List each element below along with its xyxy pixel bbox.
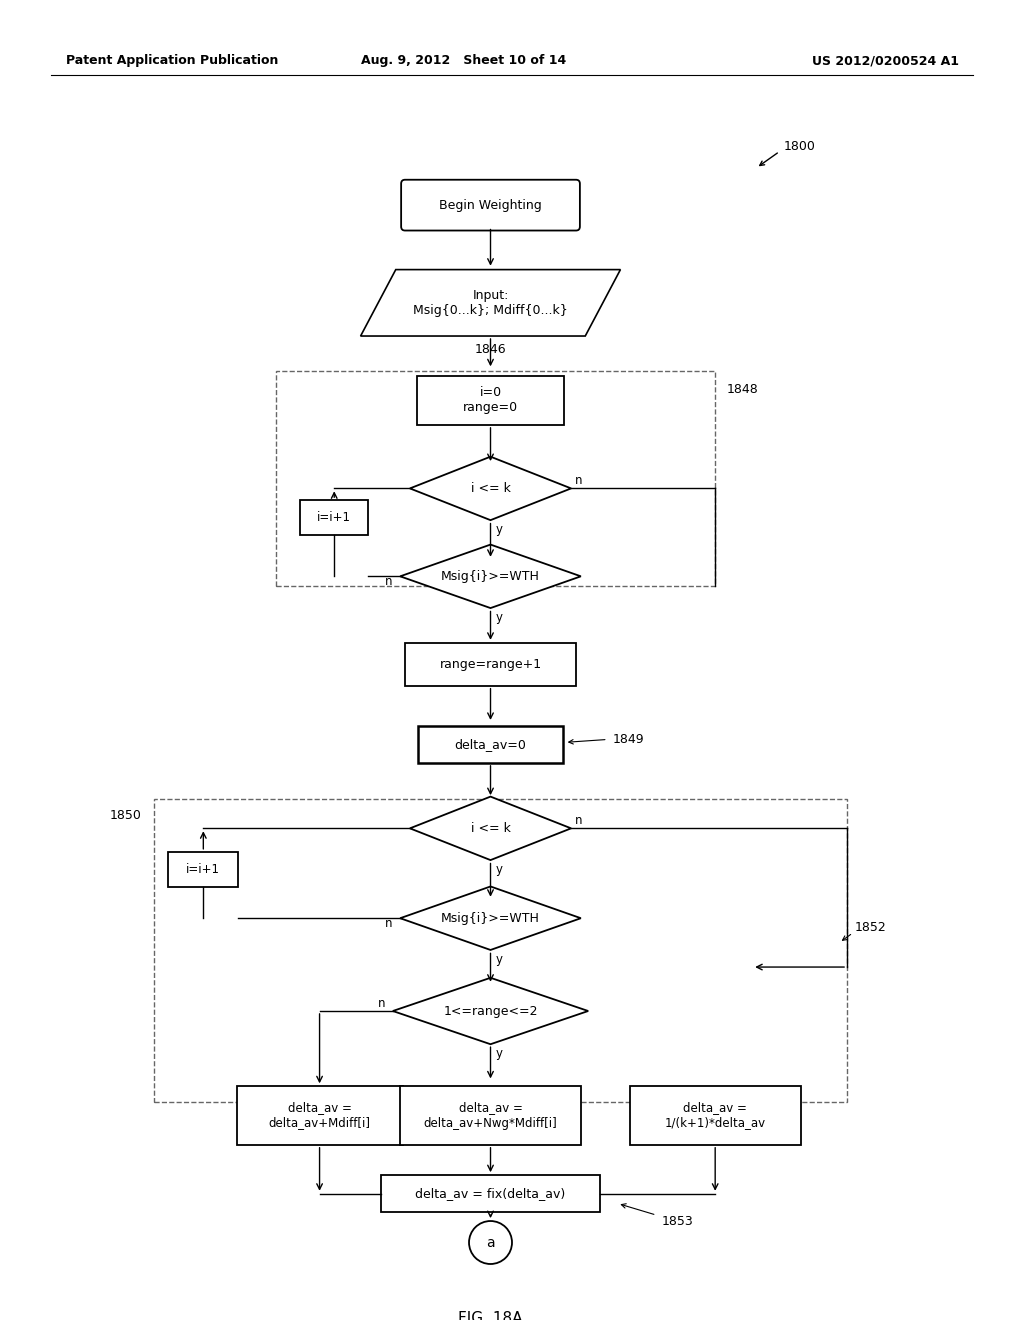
Bar: [300, 500, 369, 536]
Text: a: a: [486, 1236, 495, 1250]
Text: n: n: [385, 916, 393, 929]
FancyBboxPatch shape: [401, 180, 580, 231]
Text: delta_av=0: delta_av=0: [455, 738, 526, 751]
Bar: [418, 726, 563, 763]
Text: Begin Weighting: Begin Weighting: [439, 198, 542, 211]
Text: y: y: [496, 863, 503, 876]
Bar: [406, 643, 575, 685]
Text: Input:
Msig{0...k}; Mdiff{0...k}: Input: Msig{0...k}; Mdiff{0...k}: [413, 289, 568, 317]
Text: 1848: 1848: [727, 383, 759, 396]
Circle shape: [469, 1221, 512, 1265]
Text: delta_av =
1/(k+1)*delta_av: delta_av = 1/(k+1)*delta_av: [665, 1101, 766, 1130]
Text: 1853: 1853: [662, 1214, 693, 1228]
Bar: [417, 376, 564, 425]
Polygon shape: [410, 457, 571, 520]
Text: y: y: [496, 1048, 503, 1060]
Text: FIG. 18A: FIG. 18A: [459, 1311, 523, 1320]
Text: Patent Application Publication: Patent Application Publication: [66, 54, 278, 67]
Polygon shape: [400, 887, 581, 950]
Text: y: y: [496, 523, 503, 536]
Bar: [381, 1175, 600, 1212]
Bar: [168, 851, 239, 887]
Text: n: n: [574, 814, 582, 828]
Polygon shape: [400, 545, 581, 609]
Text: Msig{i}>=WTH: Msig{i}>=WTH: [441, 570, 540, 583]
Text: i=i+1: i=i+1: [186, 863, 220, 876]
Bar: [275, 371, 715, 586]
Text: y: y: [496, 611, 503, 624]
Text: 1<=range<=2: 1<=range<=2: [443, 1005, 538, 1018]
Text: i <= k: i <= k: [471, 482, 510, 495]
Text: 1800: 1800: [783, 140, 815, 153]
Text: i=0
range=0: i=0 range=0: [463, 387, 518, 414]
Bar: [154, 799, 847, 1102]
Text: i=i+1: i=i+1: [317, 511, 351, 524]
Bar: [630, 1086, 801, 1144]
Text: n: n: [378, 997, 385, 1010]
Text: 1846: 1846: [475, 343, 506, 356]
Text: 1852: 1852: [855, 921, 887, 935]
Text: y: y: [496, 953, 503, 966]
Text: n: n: [574, 474, 582, 487]
Text: n: n: [385, 574, 393, 587]
Bar: [237, 1086, 402, 1144]
Text: range=range+1: range=range+1: [439, 657, 542, 671]
Text: delta_av =
delta_av+Mdiff[i]: delta_av = delta_av+Mdiff[i]: [268, 1101, 371, 1130]
Text: Aug. 9, 2012   Sheet 10 of 14: Aug. 9, 2012 Sheet 10 of 14: [360, 54, 566, 67]
Text: US 2012/0200524 A1: US 2012/0200524 A1: [812, 54, 959, 67]
Polygon shape: [410, 796, 571, 861]
Polygon shape: [360, 269, 621, 337]
Text: Msig{i}>=WTH: Msig{i}>=WTH: [441, 912, 540, 925]
Polygon shape: [393, 978, 588, 1044]
Text: delta_av =
delta_av+Nwg*Mdiff[i]: delta_av = delta_av+Nwg*Mdiff[i]: [424, 1101, 557, 1130]
Text: 1849: 1849: [612, 733, 644, 746]
Text: 1850: 1850: [110, 809, 141, 822]
Bar: [400, 1086, 581, 1144]
Text: delta_av = fix(delta_av): delta_av = fix(delta_av): [416, 1187, 565, 1200]
Text: i <= k: i <= k: [471, 822, 510, 834]
